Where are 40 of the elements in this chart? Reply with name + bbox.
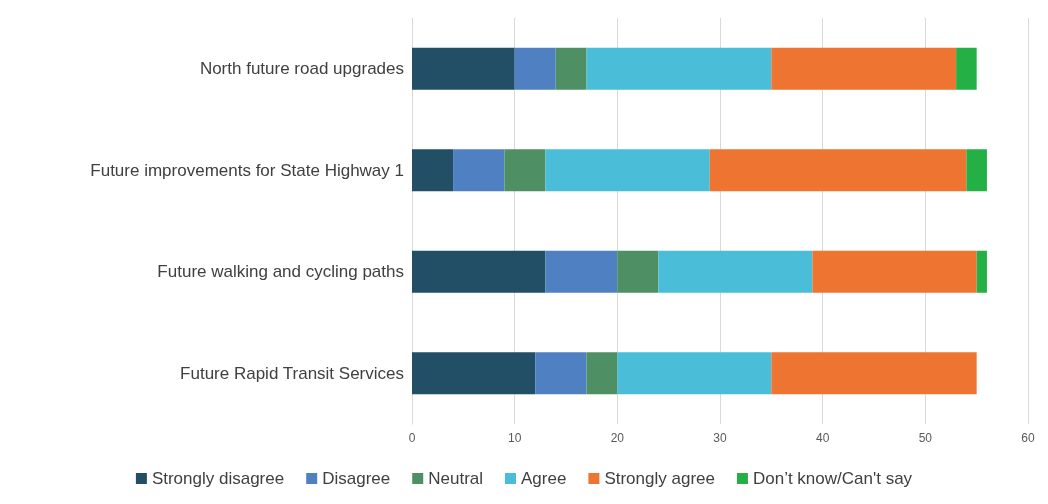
x-tick-label: 60 [1021,431,1035,445]
bar [956,47,977,90]
bar [545,250,618,293]
bar [555,47,587,90]
x-tick-label: 30 [713,431,727,445]
bar [617,352,772,395]
y-tick-label: North future road upgrades [199,59,404,79]
x-tick-label: 50 [918,431,933,445]
bar [412,250,546,293]
bar [412,149,454,192]
x-tick-label: 10 [507,431,522,445]
x-tick-label: 0 [408,431,416,445]
bar [812,250,977,293]
legend-label: Agree [521,469,567,488]
bar [976,250,987,293]
bar [504,149,546,192]
legend-label: Strongly disagree [151,469,285,488]
x-tick-label: 20 [610,431,625,445]
legend-label: Neutral [428,469,484,488]
legend-label: Disagree [322,469,391,488]
x-tick-label: 40 [815,431,830,445]
y-tick-label: Future improvements for State Highway 1 [90,160,404,180]
bar [514,47,556,90]
bar [586,47,772,90]
bar [453,149,505,192]
bar [709,149,967,192]
bar [966,149,987,192]
bar [586,352,618,395]
bar [412,47,515,90]
y-tick-label: Future walking and cycling paths [157,262,404,282]
y-tick-label: Future Rapid Transit Services [180,363,404,383]
legend-label: Don’t know/Can't say [752,469,913,488]
bar [617,250,659,293]
bar [545,149,710,192]
bar [658,250,813,293]
bar [535,352,587,395]
bar [771,47,957,90]
bar [771,352,977,395]
bar [412,352,536,395]
legend-label: Strongly agree [604,469,715,488]
